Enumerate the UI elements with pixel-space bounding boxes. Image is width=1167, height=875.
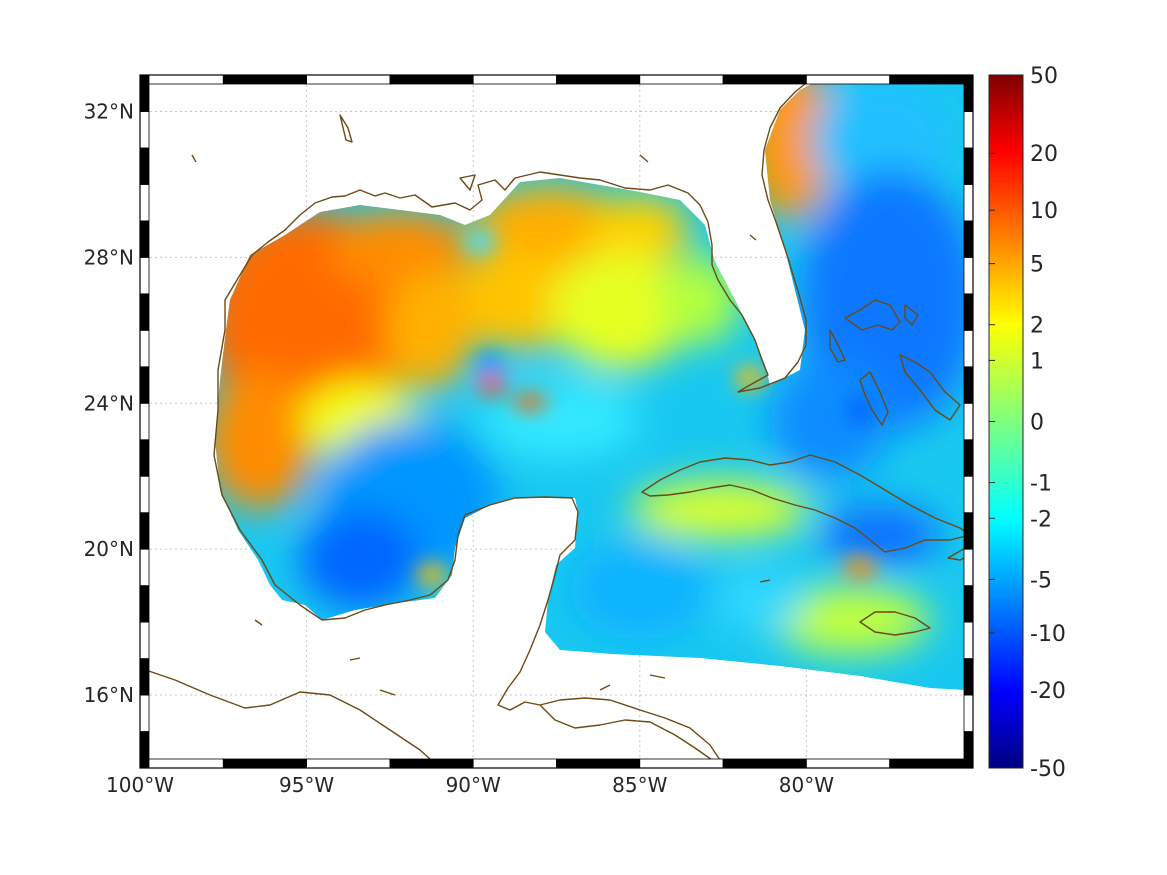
frame-segment-left: [139, 74, 150, 112]
longitude-tick-label: 95°W: [279, 773, 334, 797]
frame-segment-left: [139, 475, 150, 514]
colorbar-tick-label: -50: [1030, 757, 1066, 782]
frame-outline: [139, 74, 974, 769]
longitude-tick-label: 85°W: [612, 773, 667, 797]
map-frame: [139, 74, 974, 769]
coastlines: [139, 75, 973, 769]
latitude-tick-label: 24°N: [84, 391, 134, 415]
frame-segment-left: [139, 694, 150, 732]
frame-segment-bottom: [472, 758, 557, 769]
frame-segment-top: [472, 74, 557, 85]
frame-segment-right: [963, 658, 974, 696]
frame-segment-right: [963, 256, 974, 295]
colorbar-tick-label: 5: [1030, 253, 1044, 278]
colorbar-tick-label: -5: [1030, 568, 1052, 593]
frame-segment-bottom: [222, 758, 308, 769]
longitude-tick-label: 100°W: [106, 773, 174, 797]
frame-segment-right: [963, 111, 974, 149]
frame-segment-left: [139, 256, 150, 295]
latitude-tick-label: 16°N: [84, 683, 134, 707]
coastline-cuba: [641, 454, 971, 553]
colorbar-tick-label: 0: [1030, 411, 1044, 436]
frame-segment-right: [963, 621, 974, 659]
colorbar-tick-label: -2: [1030, 507, 1052, 532]
frame-segment-right: [963, 585, 974, 623]
frame-segment-top: [306, 74, 391, 85]
frame-segment-bottom: [889, 758, 974, 769]
coastline-us-gulf: [213, 75, 816, 621]
latitude-labels: 16°N 20°N 24°N 28°N 32°N: [84, 99, 134, 707]
frame-segment-right: [963, 512, 974, 550]
frame-segment-left: [139, 402, 150, 441]
frame-segment-bottom: [722, 758, 807, 769]
frame-segment-top: [389, 74, 474, 85]
frame-segment-top: [722, 74, 807, 85]
frame-segment-left: [139, 329, 150, 368]
frame-segment-bottom: [556, 758, 641, 769]
frame-segment-top: [806, 74, 891, 85]
frame-segment-top: [139, 74, 224, 85]
colorbar-tick-label: -10: [1030, 622, 1066, 647]
latitude-tick-label: 32°N: [84, 99, 134, 123]
frame-segment-right: [963, 366, 974, 404]
frame-segment-left: [139, 147, 150, 185]
frame-segment-bottom: [139, 758, 224, 769]
frame-segment-left: [139, 293, 150, 331]
colorbar-tick-label: 20: [1030, 142, 1058, 167]
frame-segment-left: [139, 184, 150, 222]
frame-segment-right: [963, 74, 974, 112]
colorbar-tick-label: -20: [1030, 679, 1066, 704]
coastline-pacific-mexico: [139, 667, 441, 769]
frame-segment-right: [963, 220, 974, 258]
frame-segment-right: [963, 694, 974, 732]
frame-segment-left: [139, 111, 150, 149]
latitude-tick-label: 28°N: [84, 245, 134, 269]
frame-segment-right: [963, 439, 974, 477]
frame-segment-bottom: [306, 758, 391, 769]
frame-segment-left: [139, 548, 150, 587]
frame-segment-left: [139, 439, 150, 477]
frame-segment-bottom: [389, 758, 474, 769]
frame-segment-right: [963, 293, 974, 331]
coastline-yucatan: [321, 496, 721, 761]
coastline-central-america: [539, 704, 716, 763]
colorbar-tick-label: 1: [1030, 349, 1044, 374]
frame-segment-bottom: [639, 758, 724, 769]
data-field: [215, 82, 965, 690]
frame-segment-left: [139, 621, 150, 659]
frame-segment-right: [963, 184, 974, 222]
longitude-tick-label: 80°W: [779, 773, 834, 797]
frame-segment-left: [139, 512, 150, 550]
frame-segment-right: [963, 402, 974, 441]
frame-segment-left: [139, 585, 150, 623]
frame-segment-left: [139, 366, 150, 404]
frame-segment-right: [963, 731, 974, 769]
frame-segment-right: [963, 147, 974, 185]
longitude-labels: 100°W 95°W 90°W 85°W 80°W: [106, 773, 834, 797]
frame-segment-left: [139, 731, 150, 769]
frame-segment-top: [639, 74, 724, 85]
frame-segment-bottom: [806, 758, 891, 769]
colorbar-tick-label: 2: [1030, 314, 1044, 339]
coastline-bahamas: [829, 299, 961, 426]
coastline-islands: [191, 114, 771, 696]
frame-segment-top: [222, 74, 308, 85]
frame-segment-right: [963, 475, 974, 514]
frame-segment-left: [139, 658, 150, 696]
colorbar-tick-label: 50: [1030, 64, 1058, 89]
frame-segment-top: [556, 74, 641, 85]
frame-segment-top: [889, 74, 974, 85]
frame-segment-right: [963, 548, 974, 587]
coastline-jamaica: [859, 611, 931, 636]
colorbar-tick-label: 10: [1030, 199, 1058, 224]
colorbar-tick-label: -1: [1030, 472, 1052, 497]
longitude-tick-label: 90°W: [446, 773, 501, 797]
latitude-tick-label: 20°N: [84, 537, 134, 561]
frame-segment-right: [963, 329, 974, 368]
frame-segment-left: [139, 220, 150, 258]
